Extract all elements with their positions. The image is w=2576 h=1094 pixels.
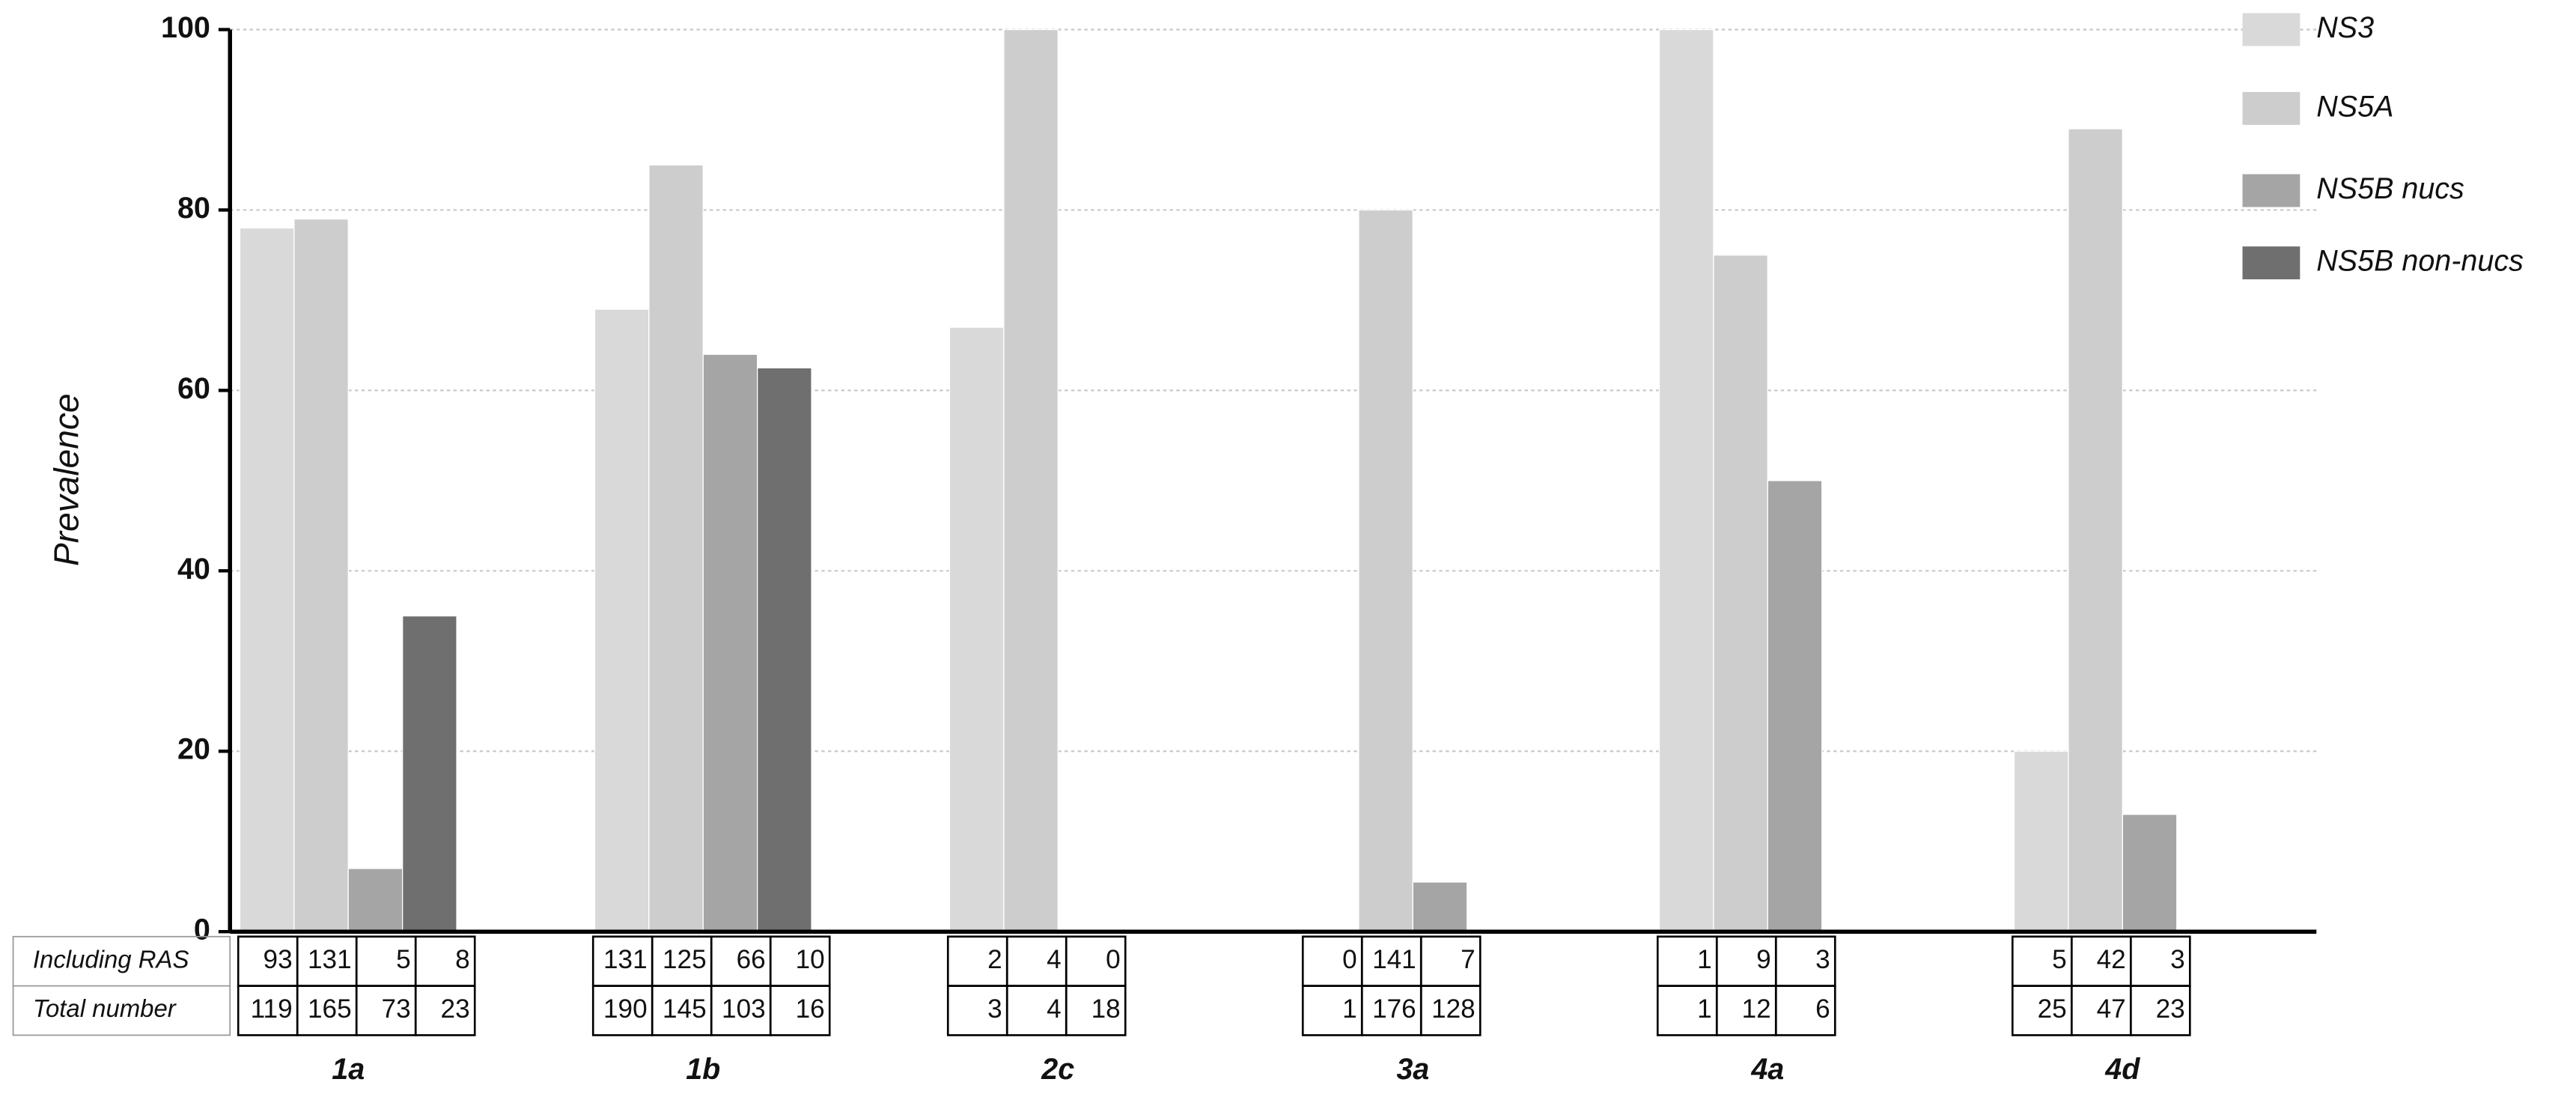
bar [1003, 28, 1059, 932]
table-value: 47 [2097, 994, 2126, 1024]
table-value: 1 [1342, 994, 1357, 1024]
table-value: 0 [1106, 945, 1121, 974]
bar [1412, 881, 1468, 932]
table-cell [1419, 985, 1482, 1036]
bar [2068, 128, 2123, 932]
bar [2013, 750, 2069, 932]
table-value: 7 [1461, 945, 1476, 974]
bar [239, 227, 295, 932]
table-cell [1774, 985, 1836, 1036]
y-axis-label: Prevalence [46, 393, 85, 566]
y-tick-label: 100 [161, 11, 210, 44]
x-tick-label: 4a [1750, 1053, 1784, 1086]
y-tick-label: 0 [194, 914, 210, 946]
table-value: 0 [1342, 945, 1357, 974]
table-value: 3 [1815, 945, 1830, 974]
x-tick-label: 2c [1041, 1053, 1074, 1086]
y-tick-label: 20 [177, 733, 210, 766]
table-value: 18 [1091, 994, 1121, 1024]
legend-label: NS5B non-nucs [2316, 245, 2524, 278]
bar [293, 218, 349, 932]
table-value: 1 [1697, 945, 1712, 974]
table-value: 6 [1815, 994, 1830, 1024]
bar [1713, 255, 1768, 932]
table-value: 4 [1047, 945, 1062, 974]
table-value: 141 [1372, 945, 1416, 974]
table-value: 190 [603, 994, 648, 1024]
table-cell [414, 985, 476, 1036]
bar [1358, 209, 1413, 932]
x-tick-label: 4d [2104, 1053, 2140, 1086]
table-value: 66 [737, 945, 766, 974]
table-value: 3 [2170, 945, 2185, 974]
bar [594, 309, 650, 932]
table-value: 23 [2156, 994, 2185, 1024]
bar [648, 164, 704, 932]
legend-swatch [2242, 174, 2301, 207]
table-value: 1 [1697, 994, 1712, 1024]
x-tick-label: 1a [332, 1053, 365, 1086]
bar [2122, 813, 2178, 932]
legend-label: NS3 [2316, 11, 2374, 44]
y-tick-label: 80 [177, 192, 210, 225]
table-value: 23 [441, 994, 470, 1024]
bar [347, 868, 404, 932]
legend-swatch [2242, 246, 2301, 280]
legend-label: NS5B nucs [2316, 172, 2464, 205]
x-tick-label: 1b [686, 1053, 720, 1086]
legend-swatch [2242, 13, 2301, 46]
table-value: 5 [396, 945, 411, 974]
bar [702, 353, 758, 932]
table-value: 125 [663, 945, 707, 974]
table-value: 119 [251, 994, 293, 1024]
table-value: 2 [987, 945, 1002, 974]
table-value: 73 [382, 994, 411, 1024]
table-value: 16 [796, 994, 825, 1024]
table-value: 3 [987, 994, 1002, 1024]
table-value: 9 [1756, 945, 1771, 974]
table-value: 131 [603, 945, 648, 974]
bar [1767, 480, 1823, 932]
legend-swatch [2242, 91, 2301, 125]
bar [401, 615, 457, 932]
y-tick-label: 40 [177, 553, 210, 586]
x-tick-label: 3a [1396, 1053, 1429, 1086]
legend-label: NS5A [2316, 90, 2393, 123]
table-value: 165 [308, 994, 352, 1024]
table-value: 8 [455, 945, 470, 974]
table-value: 10 [796, 945, 825, 974]
bar [1658, 28, 1714, 932]
bar [949, 326, 1005, 932]
table-cell [769, 985, 831, 1036]
table-value: 128 [1431, 994, 1476, 1024]
table-row-label: Including RAS [33, 945, 189, 973]
bar [757, 367, 812, 932]
table-value: 4 [1047, 994, 1062, 1024]
y-tick-label: 60 [177, 372, 210, 405]
table-value: 145 [663, 994, 707, 1024]
table-value: 25 [2038, 994, 2067, 1024]
table-value: 176 [1372, 994, 1416, 1024]
table-row-label: Total number [33, 994, 177, 1022]
table-value: 12 [1742, 994, 1771, 1024]
table-value: 103 [722, 994, 766, 1024]
table-value: 5 [2052, 945, 2067, 974]
table-value: 93 [264, 945, 293, 974]
table-value: 42 [2097, 945, 2126, 974]
table-cell [1065, 985, 1127, 1036]
table-cell [2129, 985, 2191, 1036]
table-value: 131 [308, 945, 352, 974]
